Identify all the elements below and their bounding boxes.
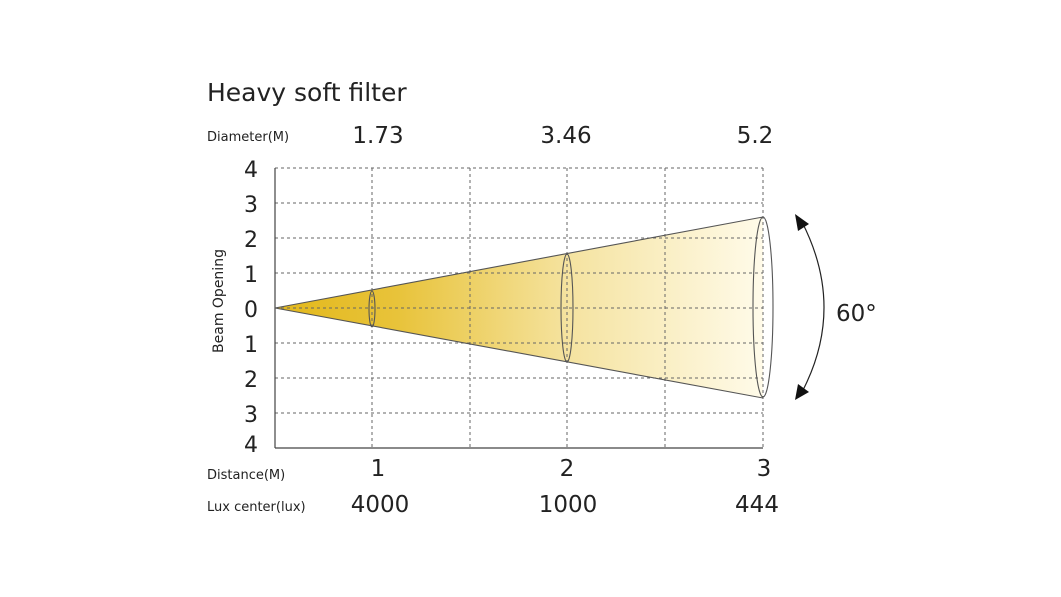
beam-section-3m	[752, 216, 774, 398]
beam-lower-edge	[274, 307, 764, 399]
y-tick-label: 3	[244, 403, 258, 428]
lux-value-3: 444	[735, 492, 779, 518]
distance-row-label: Distance(M)	[207, 468, 285, 483]
beam-angle-arc	[801, 221, 825, 393]
lux-value-2: 1000	[539, 492, 598, 518]
diameter-value-3: 5.2	[737, 123, 774, 149]
beam-upper-edge	[274, 216, 764, 309]
lux-row-label: Lux center(lux)	[207, 500, 306, 515]
arc-arrow-bottom-icon	[795, 384, 809, 400]
arc-arrow-top-icon	[795, 214, 809, 231]
y-tick-label: 3	[244, 193, 258, 218]
beam-section-2m	[560, 253, 574, 363]
beam-angle-label: 60°	[836, 301, 877, 327]
grid-lines	[275, 167, 764, 448]
y-tick-label: 1	[244, 333, 258, 358]
y-tick-label: 4	[244, 158, 258, 183]
diagram-title: Heavy soft filter	[207, 78, 407, 107]
y-tick-labels: 4 3 2 1 0 1 2 3 4	[244, 158, 258, 458]
y-tick-label: 4	[244, 433, 258, 458]
distance-value-1: 1	[371, 456, 386, 482]
distance-value-3: 3	[757, 456, 772, 482]
beam-section-1m	[368, 290, 376, 328]
distance-value-2: 2	[560, 456, 575, 482]
lux-value-1: 4000	[351, 492, 410, 518]
y-axis-label: Beam Opening	[211, 249, 227, 353]
y-tick-label: 0	[244, 298, 258, 323]
diameter-value-2: 3.46	[540, 123, 591, 149]
y-tick-label: 2	[244, 228, 258, 253]
beam-cone	[275, 217, 763, 398]
y-tick-label: 1	[244, 263, 258, 288]
diameter-value-1: 1.73	[352, 123, 403, 149]
y-tick-label: 2	[244, 368, 258, 393]
diameter-row-label: Diameter(M)	[207, 130, 289, 145]
